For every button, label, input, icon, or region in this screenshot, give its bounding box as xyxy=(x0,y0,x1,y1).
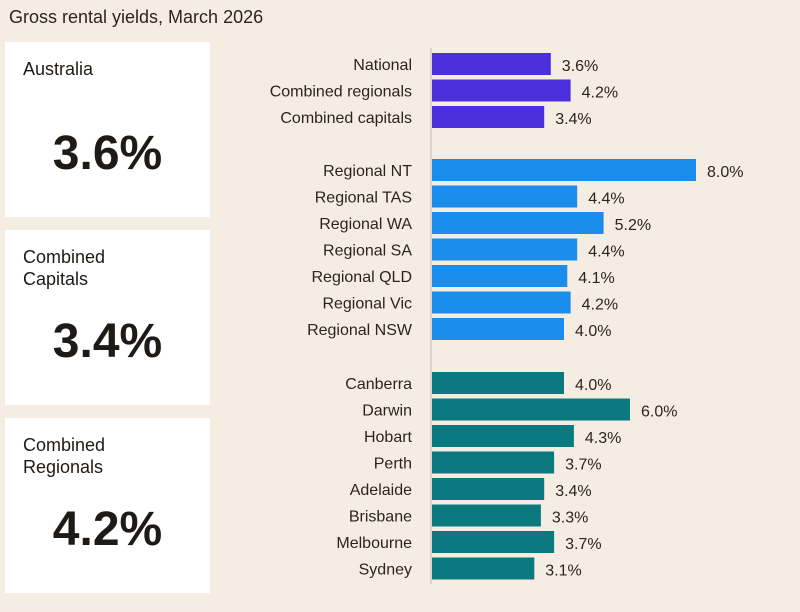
data-label: 4.4% xyxy=(588,191,624,208)
data-label: 6.0% xyxy=(641,404,677,421)
card-combined-capitals: Combined Capitals 3.4% xyxy=(5,230,210,405)
chart-title: Gross rental yields, March 2026 xyxy=(9,7,264,27)
category-label: Adelaide xyxy=(350,482,412,499)
category-label: Regional WA xyxy=(319,216,412,233)
bar xyxy=(432,212,604,234)
card-combined-regionals: Combined Regionals 4.2% xyxy=(5,418,210,593)
bar xyxy=(432,478,545,500)
bar xyxy=(432,425,574,447)
data-label: 4.1% xyxy=(578,270,614,287)
data-label: 8.0% xyxy=(707,164,743,181)
bar xyxy=(432,265,568,287)
category-label: Perth xyxy=(374,456,412,473)
bar xyxy=(432,79,571,102)
category-label: Regional Vic xyxy=(322,296,412,313)
category-label: National xyxy=(353,57,412,74)
category-label: Melbourne xyxy=(336,535,412,552)
category-label: Combined capitals xyxy=(280,110,412,127)
data-label: 5.2% xyxy=(615,217,651,234)
category-label: Brisbane xyxy=(349,509,412,526)
category-label: Regional NT xyxy=(323,163,412,180)
bar xyxy=(432,451,555,474)
category-label: Hobart xyxy=(364,429,413,446)
category-label: Darwin xyxy=(362,403,412,420)
bar xyxy=(432,53,551,75)
data-label: 4.4% xyxy=(588,244,624,261)
category-label: Sydney xyxy=(359,562,412,579)
bar xyxy=(432,372,564,394)
category-label: Regional SA xyxy=(323,243,412,260)
category-label: Regional NSW xyxy=(307,322,413,339)
category-label: Combined regionals xyxy=(270,84,412,101)
bar xyxy=(432,238,578,261)
category-label: Regional TAS xyxy=(315,190,412,207)
bar xyxy=(432,531,555,553)
data-label: 3.4% xyxy=(555,483,591,500)
card-value: 3.6% xyxy=(52,127,163,180)
bar xyxy=(432,504,541,527)
bar xyxy=(432,318,564,340)
card-label: Combined Regionals xyxy=(23,435,106,477)
bar xyxy=(432,106,545,128)
data-label: 3.4% xyxy=(555,111,591,128)
category-label: Canberra xyxy=(345,376,412,393)
bar xyxy=(432,398,630,421)
data-label: 3.1% xyxy=(545,563,581,580)
card-value: 3.4% xyxy=(52,315,163,368)
data-label: 4.2% xyxy=(582,297,618,314)
data-label: 3.3% xyxy=(552,510,588,527)
bar xyxy=(432,185,578,208)
bar xyxy=(432,291,571,314)
data-label: 4.3% xyxy=(585,430,621,447)
data-label: 4.2% xyxy=(582,85,618,102)
data-label: 3.6% xyxy=(562,58,598,75)
category-label: Regional QLD xyxy=(312,269,413,286)
bar xyxy=(432,557,535,580)
data-label: 3.7% xyxy=(565,536,601,553)
card-australia: Australia 3.6% xyxy=(5,42,210,217)
bar xyxy=(432,159,696,181)
data-label: 4.0% xyxy=(575,323,611,340)
data-label: 3.7% xyxy=(565,457,601,474)
card-label: Australia xyxy=(23,59,94,79)
data-label: 4.0% xyxy=(575,377,611,394)
card-label: Combined Capitals xyxy=(23,247,106,289)
card-value: 4.2% xyxy=(52,503,163,556)
